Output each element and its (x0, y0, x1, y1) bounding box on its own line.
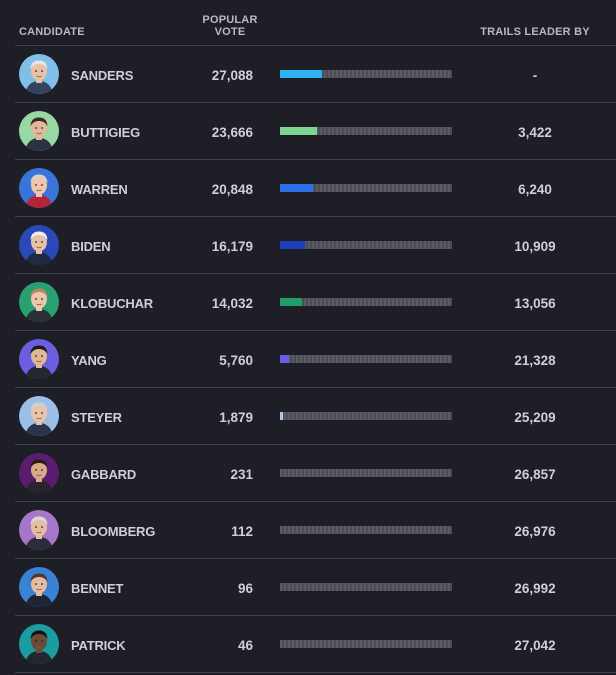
table-header: CANDIDATE POPULAR VOTE TRAILS LEADER BY (15, 0, 616, 46)
vote-share-bar (280, 241, 452, 249)
candidate-avatar (19, 567, 59, 607)
trails-leader-by-value: - (532, 68, 538, 83)
candidate-name: STEYER (71, 410, 122, 425)
header-trails-leader-by[interactable]: TRAILS LEADER BY (480, 26, 590, 38)
table-row[interactable]: KLOBUCHAR 14,032 13,056 (15, 274, 616, 331)
candidate-avatar (19, 225, 59, 265)
header-popular-vote[interactable]: POPULAR VOTE (202, 14, 258, 38)
table-row[interactable]: BENNET 96 26,992 (15, 559, 616, 616)
popular-vote-value: 20,848 (211, 182, 253, 197)
vote-share-bar-fill (280, 70, 322, 78)
vote-share-bar-fill (280, 184, 313, 192)
trails-leader-by-value: 13,056 (514, 296, 556, 311)
vote-share-bar (280, 526, 452, 534)
candidate-avatar (19, 54, 59, 94)
table-row[interactable]: GABBARD 231 26,857 (15, 445, 616, 502)
candidate-name: YANG (71, 353, 107, 368)
trails-leader-by-value: 25,209 (514, 410, 556, 425)
vote-share-bar (280, 583, 452, 591)
candidate-avatar (19, 168, 59, 208)
table-row[interactable]: WARREN 20,848 6,240 (15, 160, 616, 217)
trails-leader-by-value: 26,992 (514, 581, 556, 596)
popular-vote-value: 14,032 (211, 296, 253, 311)
table-row[interactable]: YANG 5,760 21,328 (15, 331, 616, 388)
vote-share-bar-fill (280, 127, 317, 135)
table-row[interactable]: STEYER 1,879 25,209 (15, 388, 616, 445)
vote-share-bar-fill (280, 298, 302, 306)
vote-share-bar (280, 412, 452, 420)
popular-vote-value: 96 (237, 581, 253, 596)
table-body: SANDERS 27,088 - BUTTIGIEG 23,666 3,422 WARREN… (15, 46, 616, 673)
candidate-name: SANDERS (71, 68, 134, 83)
candidate-avatar (19, 453, 59, 493)
vote-share-bar (280, 640, 452, 648)
trails-leader-by-value: 6,240 (518, 182, 552, 197)
vote-share-bar-fill (280, 412, 283, 420)
table-row[interactable]: SANDERS 27,088 - (15, 46, 616, 103)
candidate-avatar (19, 624, 59, 664)
vote-share-bar (280, 298, 452, 306)
candidate-avatar (19, 339, 59, 379)
vote-share-bar (280, 184, 452, 192)
table-row[interactable]: BLOOMBERG 112 26,976 (15, 502, 616, 559)
results-table: CANDIDATE POPULAR VOTE TRAILS LEADER BY … (15, 0, 616, 673)
candidate-name: GABBARD (71, 467, 137, 482)
candidate-name: WARREN (71, 182, 128, 197)
popular-vote-value: 16,179 (211, 239, 253, 254)
table-row[interactable]: BUTTIGIEG 23,666 3,422 (15, 103, 616, 160)
vote-share-bar-fill (280, 355, 289, 363)
trails-leader-by-value: 10,909 (514, 239, 556, 254)
candidate-name: KLOBUCHAR (71, 296, 153, 311)
candidate-name: BIDEN (71, 239, 111, 254)
popular-vote-value: 112 (231, 524, 253, 539)
popular-vote-value: 27,088 (211, 68, 253, 83)
popular-vote-value: 23,666 (211, 125, 253, 140)
candidate-avatar (19, 396, 59, 436)
popular-vote-value: 1,879 (219, 410, 253, 425)
vote-share-bar-fill (280, 241, 305, 249)
trails-leader-by-value: 3,422 (518, 125, 552, 140)
vote-share-bar (280, 469, 452, 477)
header-candidate[interactable]: CANDIDATE (19, 26, 85, 38)
vote-share-bar (280, 355, 452, 363)
vote-share-bar (280, 70, 452, 78)
trails-leader-by-value: 27,042 (514, 638, 556, 653)
popular-vote-value: 231 (230, 467, 253, 482)
vote-share-bar (280, 127, 452, 135)
candidate-avatar (19, 111, 59, 151)
trails-leader-by-value: 26,857 (514, 467, 556, 482)
trails-leader-by-value: 26,976 (514, 524, 556, 539)
popular-vote-value: 46 (237, 638, 253, 653)
candidate-name: BUTTIGIEG (71, 125, 140, 140)
candidate-name: PATRICK (71, 638, 126, 653)
candidate-name: BENNET (71, 581, 124, 596)
candidate-name: BLOOMBERG (71, 524, 156, 539)
trails-leader-by-value: 21,328 (514, 353, 556, 368)
table-row[interactable]: BIDEN 16,179 10,909 (15, 217, 616, 274)
table-row[interactable]: PATRICK 46 27,042 (15, 616, 616, 673)
popular-vote-value: 5,760 (219, 353, 253, 368)
candidate-avatar (19, 282, 59, 322)
candidate-avatar (19, 510, 59, 550)
